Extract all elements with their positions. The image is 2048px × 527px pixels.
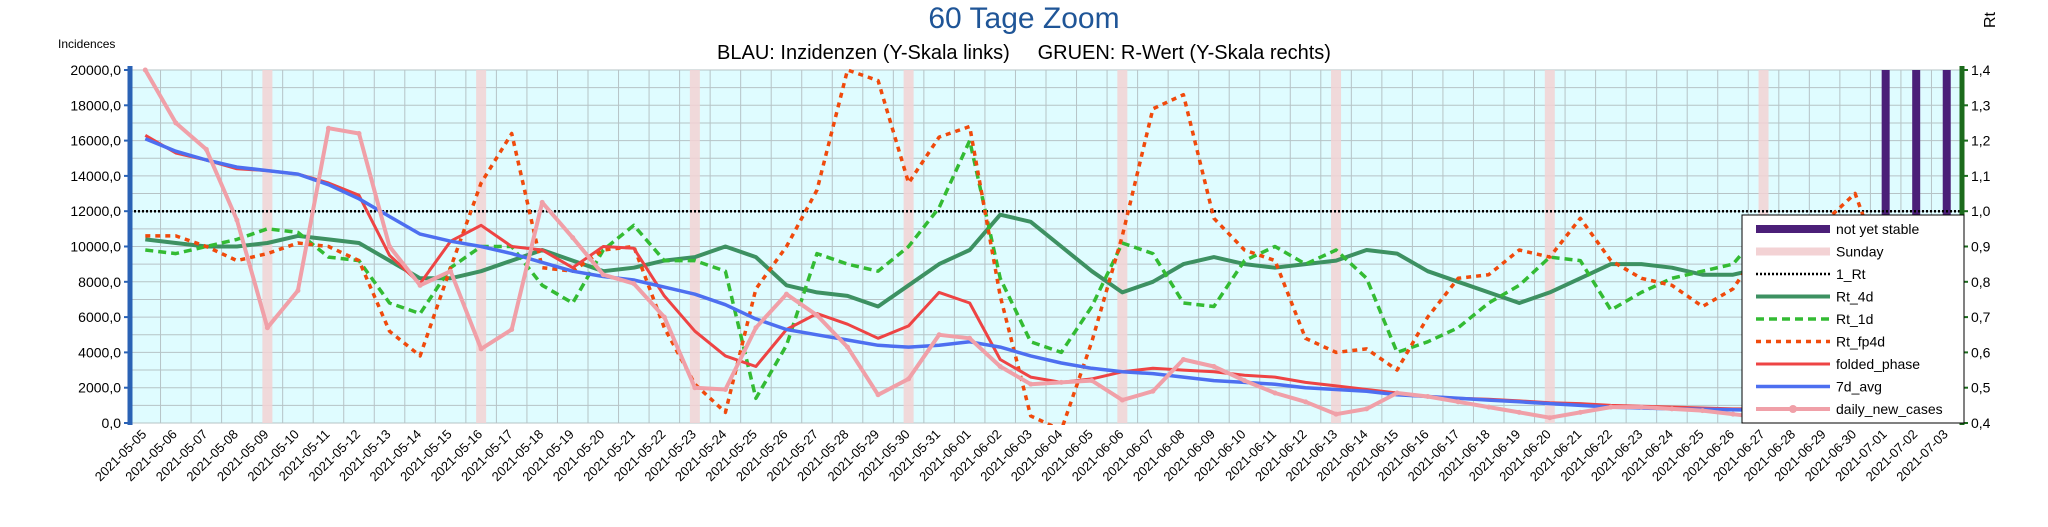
legend-label: Sunday [1836,244,1883,260]
data-point [783,291,789,297]
data-point [936,332,942,338]
data-point [1669,406,1675,412]
sunday-band [689,70,700,423]
data-point [875,392,881,398]
y-tick-label-left: 0,0 [102,415,122,431]
data-point [1028,381,1034,387]
legend-label: Rt_4d [1836,289,1873,305]
data-point [692,385,698,391]
y-tick-label-right: 0,5 [1971,380,1991,396]
data-point [814,312,820,318]
legend-label: not yet stable [1836,221,1919,237]
y-tick-label-left: 4000,0 [78,344,121,360]
data-point [570,235,576,241]
y-tick-label-right: 0,8 [1971,274,1991,290]
y-tick-label-right: 0,9 [1971,239,1991,255]
data-point [142,67,148,73]
data-point [1425,394,1431,400]
data-point [661,314,667,320]
y-axis-label-left: Incidences [58,37,116,51]
y-tick-label-right: 1,2 [1971,133,1991,149]
y-tick-label-right: 1,1 [1971,168,1991,184]
data-point [1699,408,1705,414]
data-point [631,281,637,287]
y-tick-label-right: 0,4 [1971,415,1991,431]
data-point [967,335,973,341]
data-point [1730,411,1736,417]
data-point [1577,409,1583,415]
y-tick-label-right: 0,6 [1971,344,1991,360]
data-point [264,325,270,331]
data-point [234,217,240,223]
y-tick-label-left: 20000,0 [70,62,121,78]
legend-label: Rt_fp4d [1836,334,1885,350]
data-point [1058,379,1064,385]
data-point [753,325,759,331]
data-point [1303,399,1309,405]
y-tick-label-left: 18000,0 [70,97,121,113]
data-point [600,272,606,278]
data-point [448,268,454,274]
data-point [845,344,851,350]
data-point [1608,404,1614,410]
data-point [1089,378,1095,384]
legend-label: folded_phase [1836,356,1920,372]
sunday-band [1117,70,1128,423]
data-point [1394,390,1400,396]
y-tick-label-left: 12000,0 [70,203,121,219]
y-tick-label-right: 0,7 [1971,309,1991,325]
chart-subtitle: BLAU: Inzidenzen (Y-Skala links) GRUEN: … [717,42,1331,64]
data-point [417,282,423,288]
data-point [539,199,545,205]
data-point [387,244,393,249]
sunday-band [262,70,273,423]
data-point [1455,399,1461,405]
data-point [203,146,209,152]
y-tick-label-left: 10000,0 [70,239,121,255]
data-point [997,364,1003,370]
data-point [509,326,515,332]
data-point [478,346,484,352]
data-point [1638,404,1644,410]
data-point [1272,390,1278,396]
y-tick-label-left: 8000,0 [78,274,121,290]
data-point [295,288,301,294]
data-point [1364,406,1370,412]
data-point [1211,364,1217,370]
data-point [722,386,728,392]
data-point [1547,415,1553,421]
y-tick-label-left: 14000,0 [70,168,121,184]
series-line-daily-new-cases [143,69,1947,420]
data-point [1241,378,1247,384]
data-point [1119,397,1125,403]
data-point [173,120,179,126]
legend-label: daily_new_cases [1836,401,1943,417]
data-point [1516,409,1522,415]
y-tick-label-right: 1,3 [1971,97,1991,113]
data-point [906,376,912,382]
chart-title: 60 Tage Zoom [928,2,1120,35]
data-point [356,131,362,137]
y-tick-label-right: 1,4 [1971,62,1991,78]
data-point [1150,388,1156,394]
data-point [325,125,331,131]
y-tick-label-right: 1,0 [1971,203,1991,219]
legend-marker [1789,405,1797,413]
legend-label: 1_Rt [1836,266,1866,282]
y-tick-label-left: 6000,0 [78,309,121,325]
data-point [1486,404,1492,410]
sunday-band [1544,70,1555,423]
data-point [1180,356,1186,362]
legend-label: Rt_1d [1836,311,1873,327]
y-tick-label-left: 2000,0 [78,380,121,396]
sunday-band [1331,70,1342,423]
y-tick-label-left: 16000,0 [70,133,121,149]
data-point [1333,411,1339,417]
legend-label: 7d_avg [1836,379,1882,395]
